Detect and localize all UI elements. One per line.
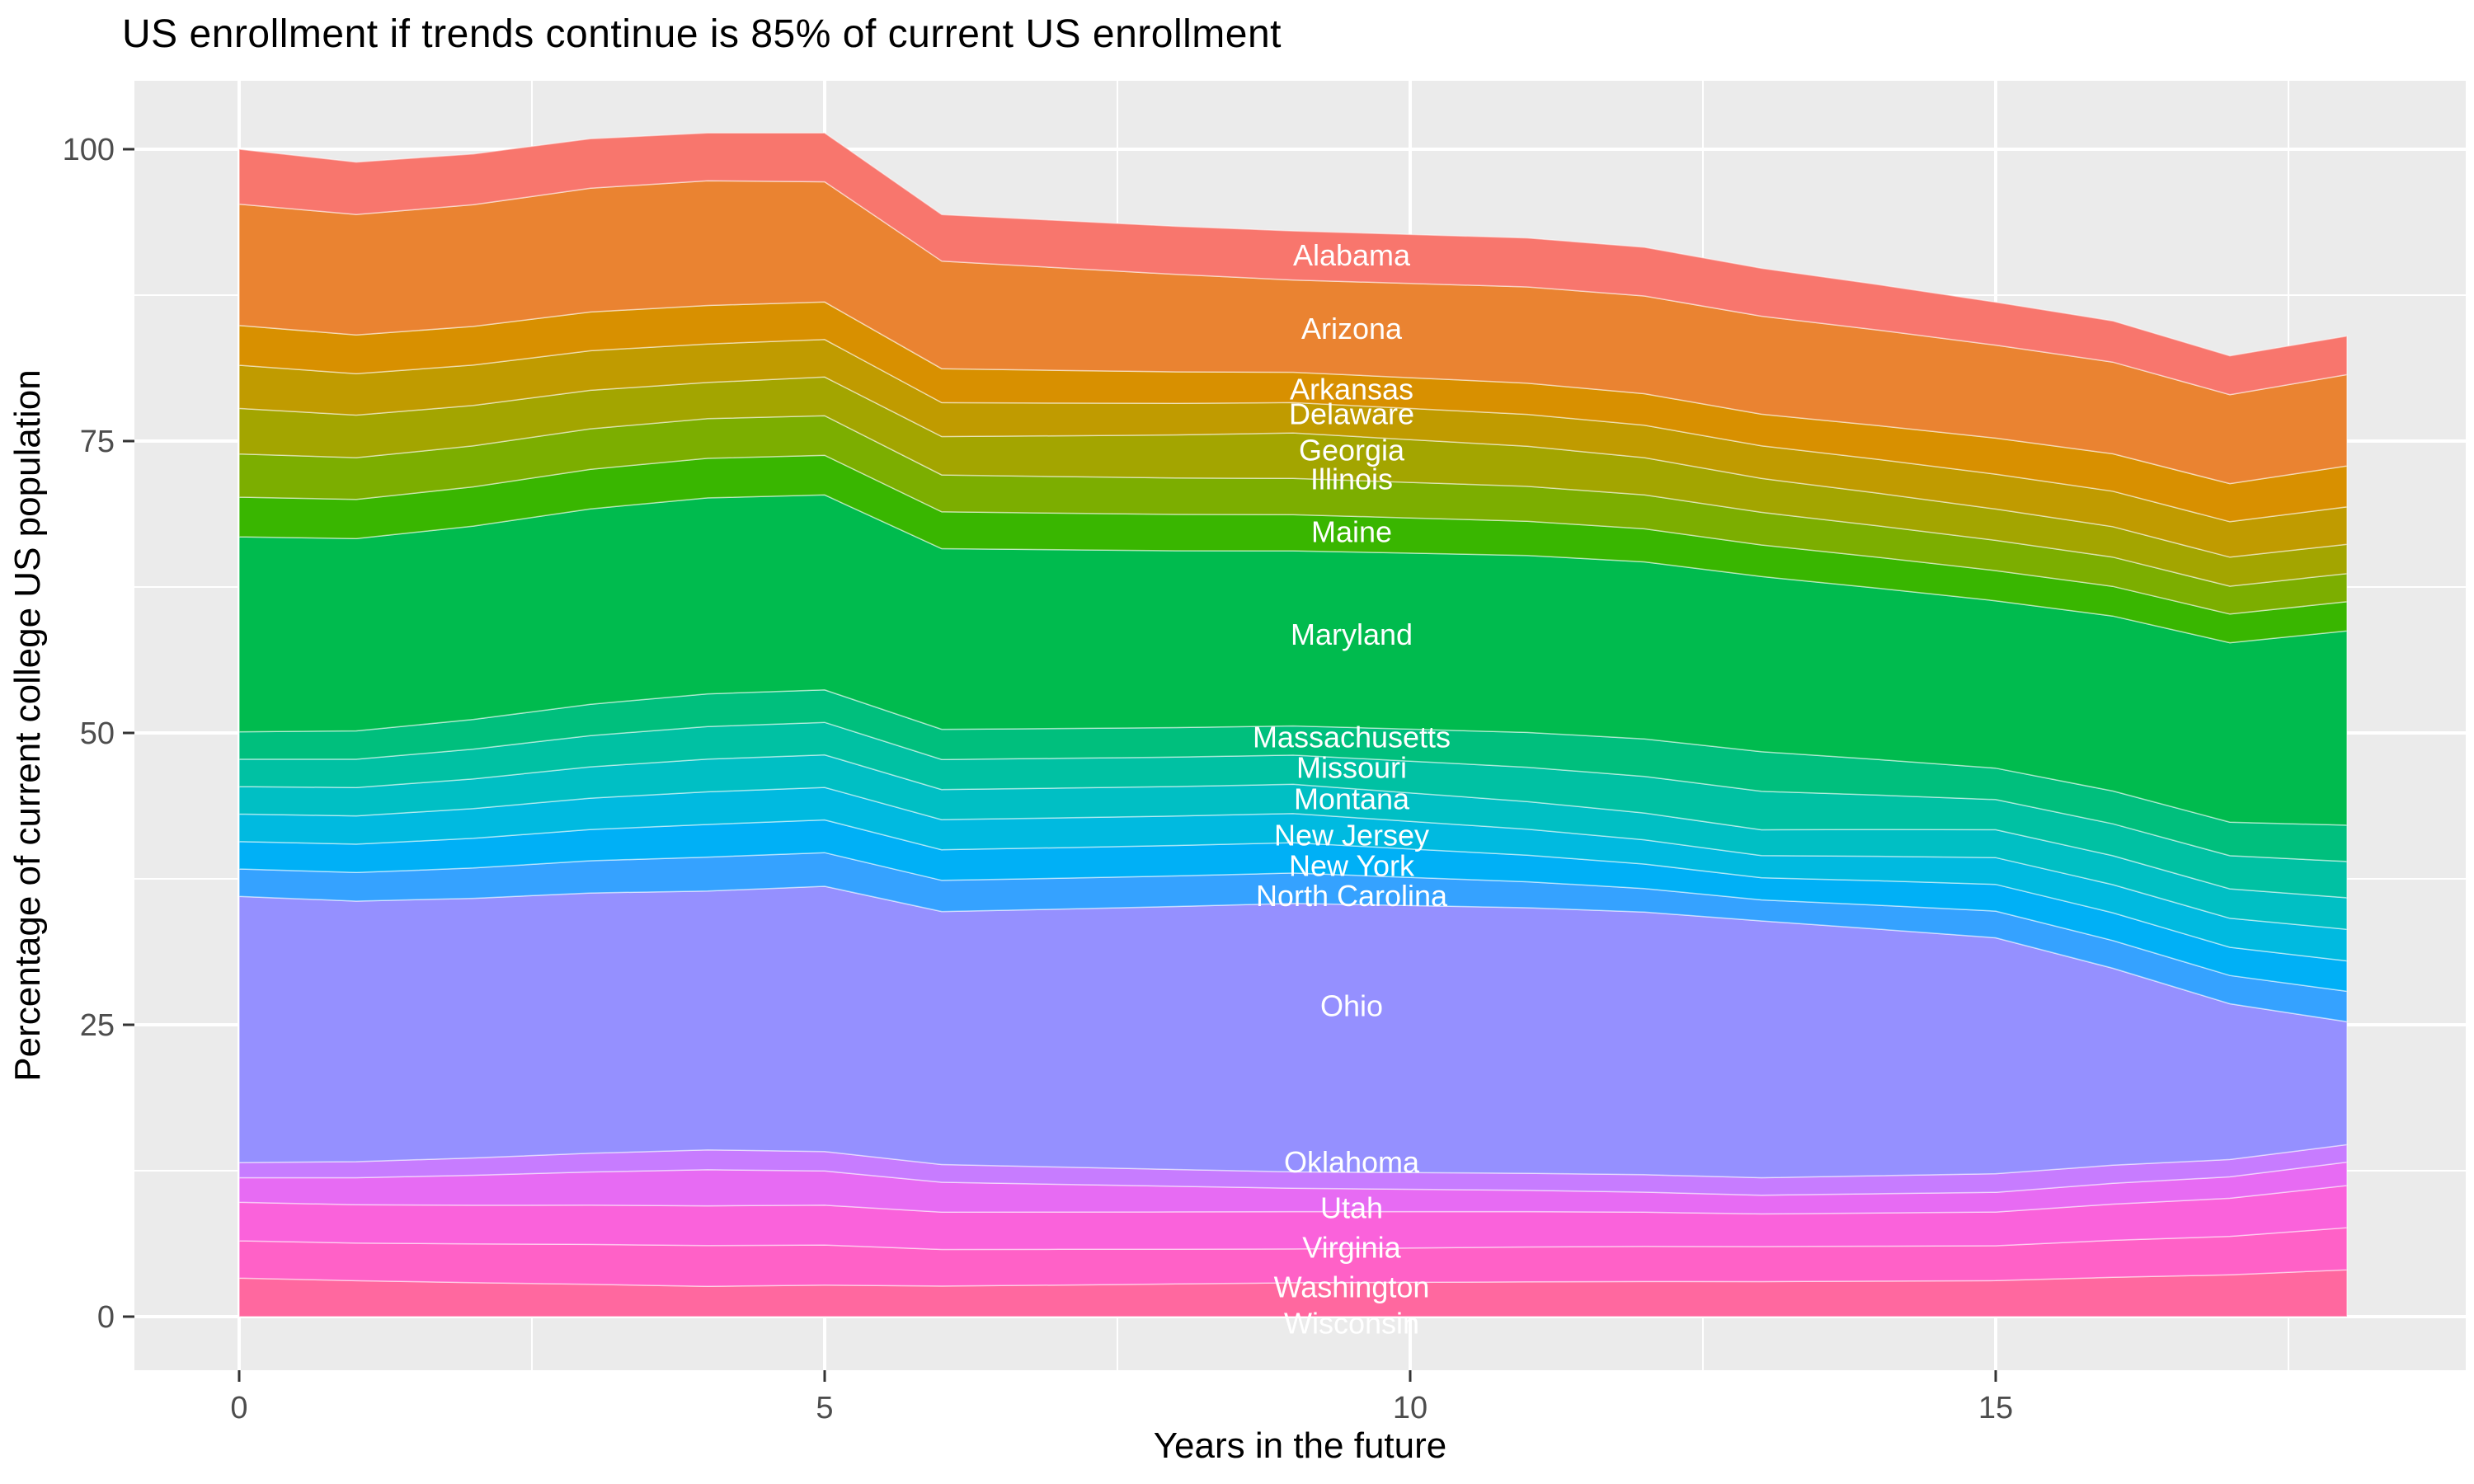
y-tick-label: 25 xyxy=(80,1008,115,1043)
band-label-virginia: Virginia xyxy=(1302,1230,1401,1264)
x-tick-label: 10 xyxy=(1393,1391,1427,1425)
y-tick-label: 0 xyxy=(97,1300,115,1335)
band-label-wisconsin: Wisconsin xyxy=(1284,1306,1419,1340)
band-label-arizona: Arizona xyxy=(1301,312,1403,345)
x-axis-title: Years in the future xyxy=(1154,1425,1447,1466)
chart-title: US enrollment if trends continue is 85% … xyxy=(122,12,1282,56)
band-label-utah: Utah xyxy=(1320,1190,1383,1224)
x-tick-label: 5 xyxy=(816,1391,833,1425)
x-tick-label: 15 xyxy=(1978,1391,2013,1425)
band-label-ohio: Ohio xyxy=(1320,989,1383,1022)
band-label-oklahoma: Oklahoma xyxy=(1284,1145,1420,1179)
y-tick-label: 50 xyxy=(80,716,115,751)
band-label-new-york: New York xyxy=(1289,848,1415,882)
x-tick-label: 0 xyxy=(230,1391,247,1425)
band-label-illinois: Illinois xyxy=(1310,463,1393,496)
band-label-arkansas: Arkansas xyxy=(1290,373,1413,406)
band-label-montana: Montana xyxy=(1294,782,1410,816)
band-label-georgia: Georgia xyxy=(1299,433,1405,467)
y-axis-title: Percentage of current college US populat… xyxy=(7,369,48,1081)
band-label-alabama: Alabama xyxy=(1293,238,1411,272)
band-label-north-carolina: North Carolina xyxy=(1256,879,1448,913)
band-label-new-jersey: New Jersey xyxy=(1274,819,1429,852)
band-label-delaware: Delaware xyxy=(1289,397,1414,430)
band-label-massachusetts: Massachusetts xyxy=(1253,721,1451,754)
y-tick-label: 75 xyxy=(80,425,115,459)
area-band-alabama xyxy=(238,132,2348,396)
y-tick-label: 100 xyxy=(63,133,115,167)
band-label-missouri: Missouri xyxy=(1296,750,1407,784)
band-label-washington: Washington xyxy=(1274,1270,1430,1304)
band-label-maryland: Maryland xyxy=(1291,618,1413,651)
band-label-maine: Maine xyxy=(1311,514,1392,548)
